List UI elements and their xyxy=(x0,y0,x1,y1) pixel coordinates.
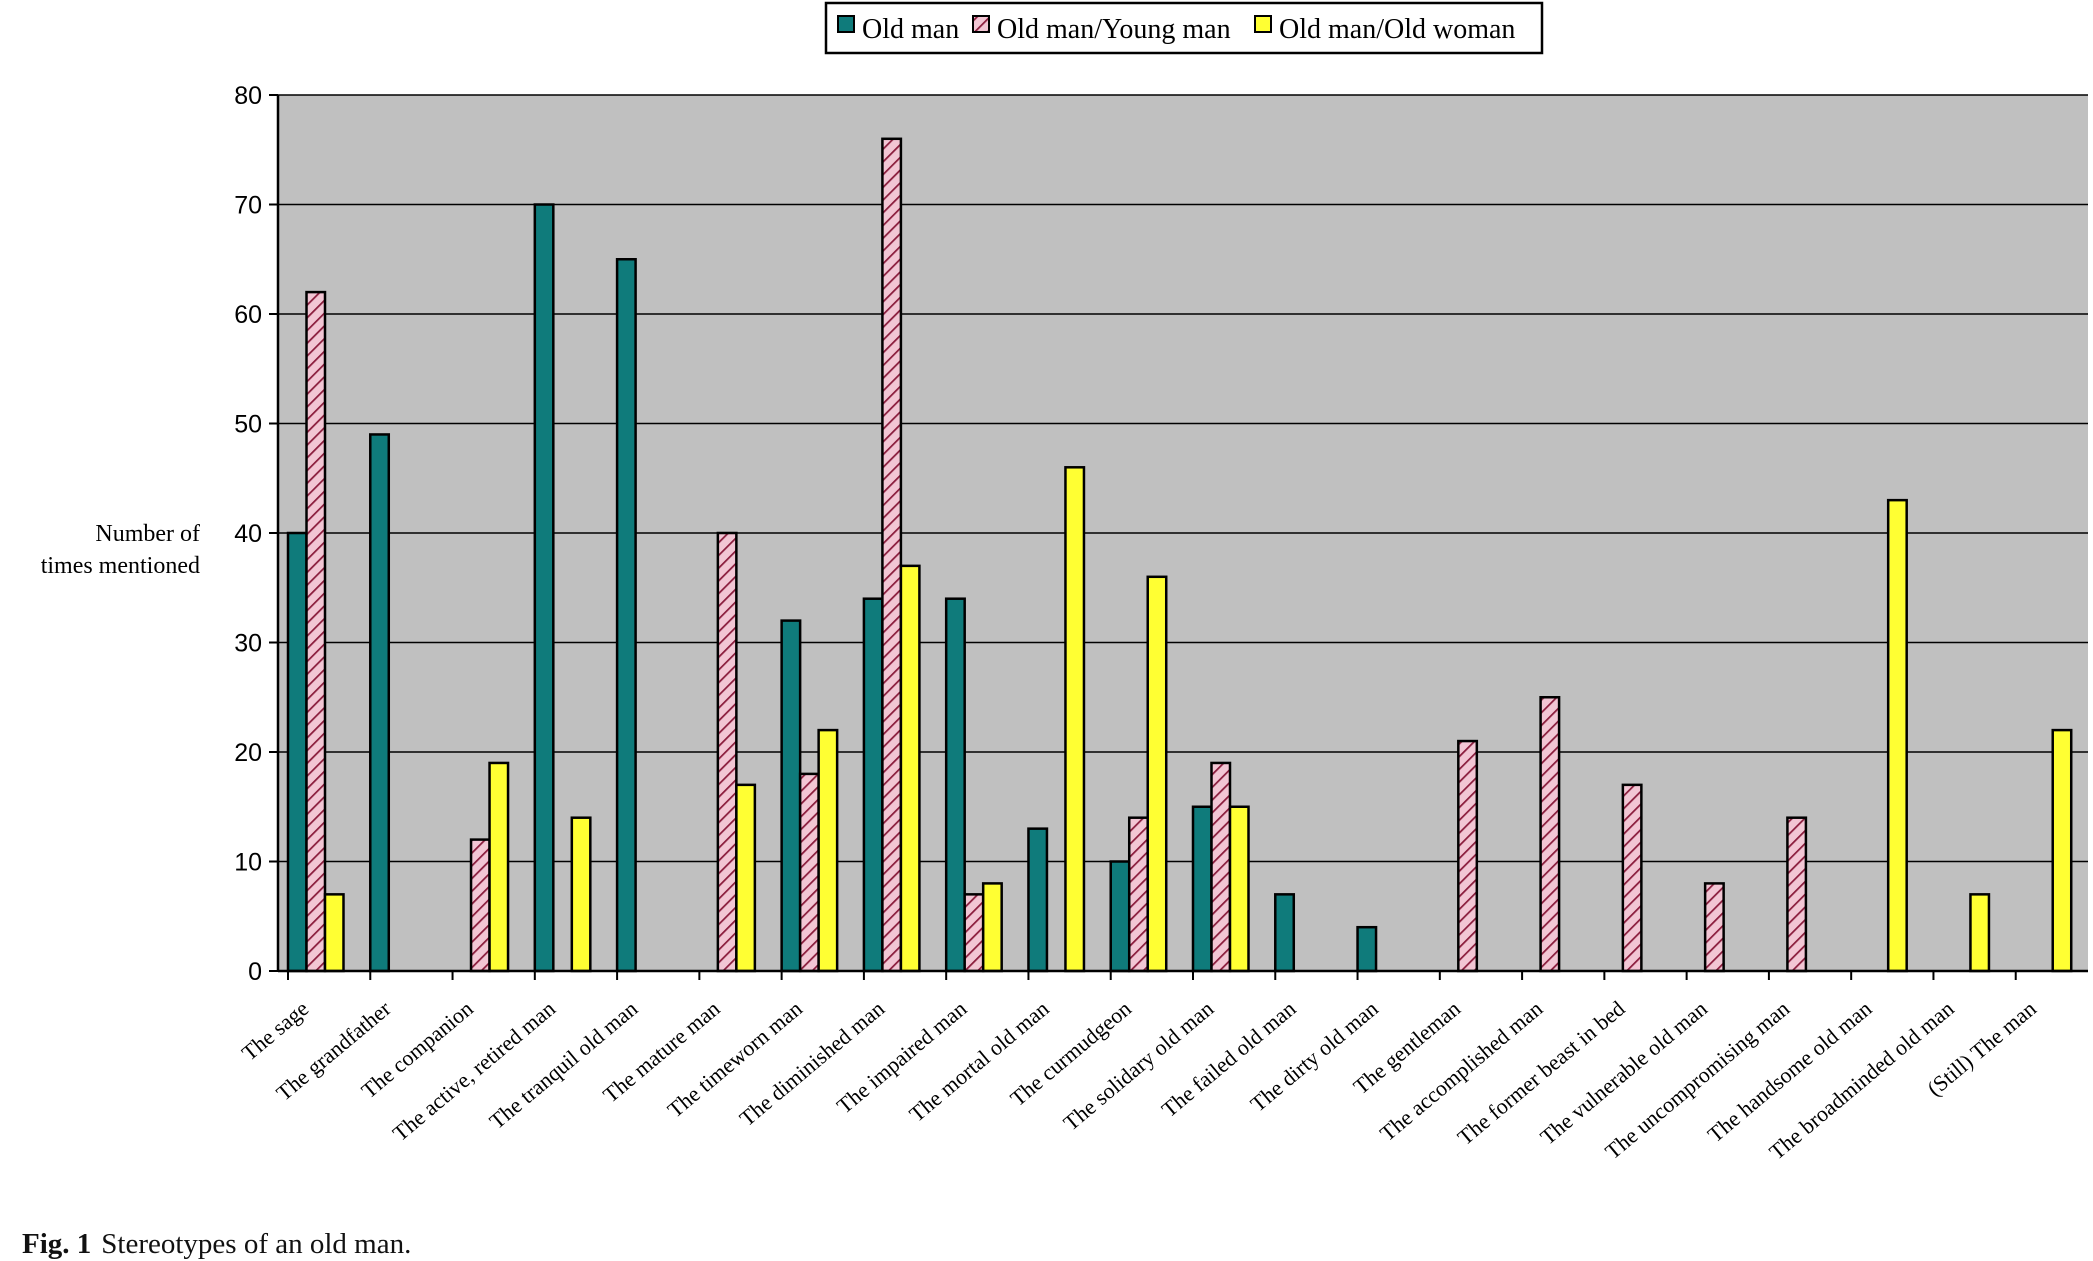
bar-old-man-old-woman xyxy=(1228,805,1250,973)
bar-old-man-young-man xyxy=(1703,882,1725,973)
bar-old-man-old-woman xyxy=(1969,893,1991,973)
x-tick-label: The solidary old man xyxy=(1058,996,1218,1136)
bar-old-man-young-man xyxy=(881,137,903,973)
axes xyxy=(269,94,2088,980)
bar-old-man-young-man xyxy=(1621,783,1643,973)
legend-box xyxy=(824,1,1544,55)
bar-old-man-old-woman xyxy=(817,728,839,973)
figure-caption-text: Stereotypes of an old man. xyxy=(101,1228,412,1260)
bar-old-man-old-woman xyxy=(1886,498,1908,973)
bar-old-man-old-woman xyxy=(323,893,345,973)
bar-old-man-young-man xyxy=(1210,761,1232,973)
x-tick-label: The sage xyxy=(237,996,313,1066)
bar-old-man-young-man xyxy=(1539,696,1561,973)
y-axis-label-line: Number of xyxy=(95,521,200,547)
x-tick-label: The tranquil old man xyxy=(484,996,642,1134)
x-tick-label: The timeworn man xyxy=(663,996,807,1123)
y-tick-label: 20 xyxy=(234,739,262,767)
legend-swatch-old-man xyxy=(837,15,855,33)
x-tick-label: The active, retired man xyxy=(388,996,560,1146)
bar-old-man-young-man xyxy=(1786,816,1808,973)
figure-caption: Fig. 1 Stereotypes of an old man. xyxy=(22,1228,411,1261)
bar-old-man xyxy=(369,433,391,973)
legend: Old man Old man/Young man Old man/Old woma… xyxy=(824,1,1544,55)
bar-old-man-young-man xyxy=(1127,816,1149,973)
bar-old-man-old-woman xyxy=(981,882,1003,973)
bar-old-man xyxy=(1191,805,1213,973)
legend-label-old-man: Old man xyxy=(862,14,959,45)
bar-old-man-old-woman xyxy=(735,783,757,973)
bar-old-man-old-woman xyxy=(1146,575,1168,973)
bar-old-man-old-woman xyxy=(488,761,510,973)
y-axis-label: Number of times mentioned xyxy=(41,521,200,579)
y-tick-label: 10 xyxy=(234,849,262,877)
bar-old-man-old-woman xyxy=(2051,728,2073,973)
legend-swatch-old-man-young-man xyxy=(972,15,990,33)
bar-old-man xyxy=(533,203,555,973)
legend-swatch-old-man-old-woman xyxy=(1254,15,1272,33)
y-tick-label: 0 xyxy=(248,958,262,986)
bar-old-man xyxy=(1274,893,1296,973)
bar-old-man-young-man xyxy=(305,290,327,973)
legend-label-old-man-old-woman: Old man/Old woman xyxy=(1279,14,1515,45)
y-axis-label-line: times mentioned xyxy=(41,553,200,579)
bar-old-man xyxy=(1109,860,1131,973)
bar-old-man-young-man xyxy=(469,838,491,973)
bar-old-man-old-woman xyxy=(899,564,921,973)
bar-old-man-young-man xyxy=(716,531,738,973)
y-tick-label: 80 xyxy=(234,82,262,110)
y-tick-label: 40 xyxy=(234,520,262,548)
bar-old-man xyxy=(1027,827,1049,973)
y-tick-labels: 0 10 20 30 40 50 60 70 80 xyxy=(234,82,262,986)
bar-old-man xyxy=(862,597,884,973)
bar-old-man-old-woman xyxy=(570,816,592,973)
bar-old-man-young-man xyxy=(1457,739,1479,973)
bar-old-man xyxy=(615,258,637,973)
bar-old-man-old-woman xyxy=(1064,466,1086,973)
y-tick-label: 60 xyxy=(234,301,262,329)
legend-label-old-man-young-man: Old man/Young man xyxy=(997,14,1231,45)
bar-old-man-young-man xyxy=(963,893,985,973)
figure-number: Fig. 1 xyxy=(22,1228,92,1260)
bar-old-man xyxy=(944,597,966,973)
y-tick-label: 30 xyxy=(234,630,262,658)
x-tick-label: The diminished man xyxy=(735,996,890,1131)
bar-old-man-young-man xyxy=(798,772,820,973)
y-tick-label: 50 xyxy=(234,411,262,439)
x-tick-label: The mortal old man xyxy=(904,996,1053,1127)
bar-old-man xyxy=(286,531,308,973)
y-tick-label: 70 xyxy=(234,192,262,220)
bar-old-man xyxy=(1356,925,1378,973)
bar-old-man xyxy=(780,619,802,973)
